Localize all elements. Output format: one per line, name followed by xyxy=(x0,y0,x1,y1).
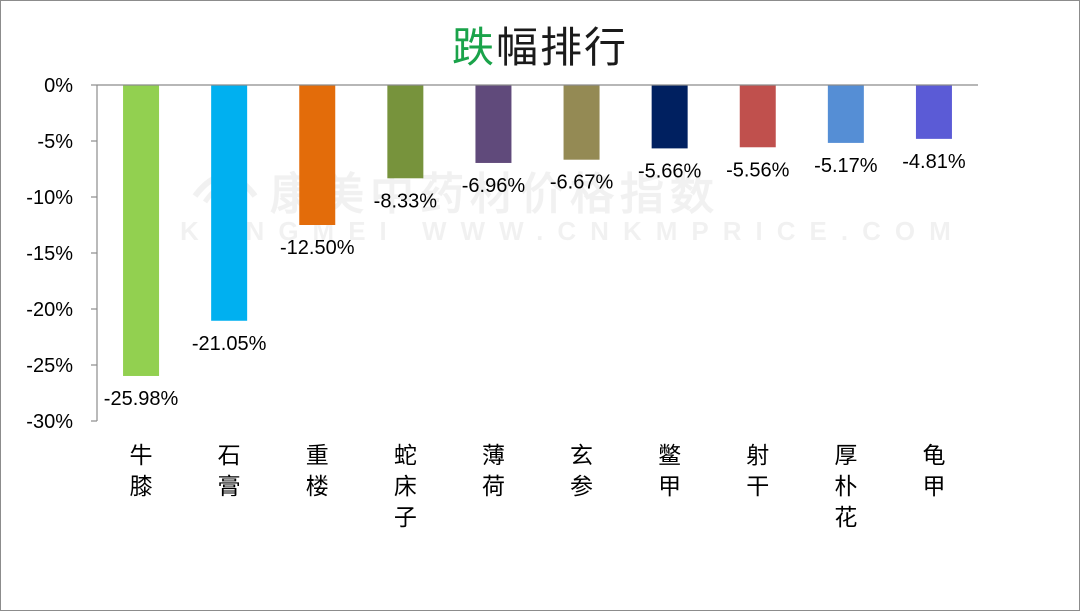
bar xyxy=(827,85,864,143)
category-label: 厚朴花 xyxy=(834,443,857,531)
chart-title: 跌幅排行 xyxy=(0,14,1080,75)
chart-title-accent: 跌 xyxy=(451,23,496,72)
chart-title-rest: 幅排行 xyxy=(496,23,629,72)
data-label: -5.17% xyxy=(814,155,878,177)
category-label: 牛膝 xyxy=(130,443,153,500)
category-label: 射干 xyxy=(746,443,769,500)
bar xyxy=(563,85,600,160)
data-label: -5.56% xyxy=(726,159,790,181)
y-tick-label: 0% xyxy=(44,75,73,97)
bar xyxy=(651,85,688,149)
category-label: 玄参 xyxy=(570,443,593,500)
bar xyxy=(387,85,424,179)
data-label: -6.96% xyxy=(462,175,526,197)
y-tick-label: -5% xyxy=(37,131,73,153)
data-label: -6.67% xyxy=(550,172,614,194)
bar xyxy=(475,85,512,163)
category-label: 薄荷 xyxy=(482,443,505,500)
data-label: -8.33% xyxy=(374,190,438,212)
bar xyxy=(299,85,336,225)
y-tick-label: -20% xyxy=(26,299,73,321)
data-label: -12.50% xyxy=(280,237,355,259)
bar xyxy=(211,85,248,321)
y-tick-label: -30% xyxy=(26,411,73,433)
category-label: 重楼 xyxy=(306,443,329,500)
bar xyxy=(915,85,952,139)
y-axis: 0% -5% -10% -15% -20% -25% -30% xyxy=(26,75,98,433)
y-tick-label: -25% xyxy=(26,355,73,377)
bar xyxy=(123,85,160,376)
y-tick-label: -15% xyxy=(26,243,73,265)
category-label: 龟甲 xyxy=(922,443,945,500)
data-label: -21.05% xyxy=(192,333,267,355)
data-label: -25.98% xyxy=(104,388,179,410)
bar-series xyxy=(123,85,952,376)
category-label: 石膏 xyxy=(218,443,241,500)
y-tick-label: -10% xyxy=(26,187,73,209)
category-label: 鳖甲 xyxy=(658,443,681,500)
bar xyxy=(739,85,776,148)
data-labels: -25.98% -21.05% -12.50% -8.33% -6.96% -6.67% -… xyxy=(104,151,966,410)
category-labels: 牛膝 石膏 重楼 蛇床子 薄荷 玄参 鳖甲 射干 厚朴花 龟甲 xyxy=(130,443,946,531)
data-label: -5.66% xyxy=(638,160,702,182)
category-label: 蛇床子 xyxy=(394,443,417,531)
data-label: -4.81% xyxy=(902,151,966,173)
